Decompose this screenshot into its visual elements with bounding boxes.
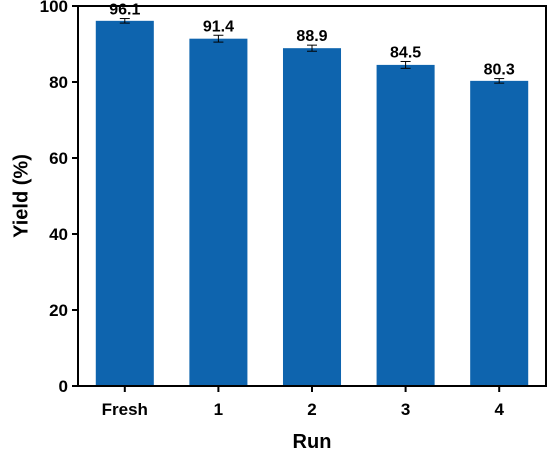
x-tick-label: 4 [494, 400, 504, 419]
bar [189, 38, 248, 387]
data-label: 88.9 [296, 28, 327, 45]
y-axis-title: Yield (%) [10, 154, 32, 238]
data-label: 96.1 [109, 2, 140, 19]
x-axis-title: Run [293, 431, 332, 453]
x-axis-ticks: Fresh 1 2 3 4 [102, 386, 504, 419]
data-label: 91.4 [203, 18, 234, 35]
data-label: 80.3 [484, 62, 515, 79]
x-tick-label: 3 [401, 400, 410, 419]
data-label: 84.5 [390, 44, 421, 61]
bar [282, 48, 342, 387]
error-bars-layer [119, 18, 505, 84]
bar [95, 20, 154, 386]
bar [470, 80, 529, 387]
y-tick-label: 60 [49, 149, 68, 168]
y-axis-ticks: 0 20 40 60 80 100 [40, 0, 78, 396]
x-tick-label: 2 [307, 400, 316, 419]
bar [376, 64, 435, 387]
y-tick-label: 20 [49, 301, 68, 320]
y-tick-label: 80 [49, 73, 68, 92]
y-tick-label: 40 [49, 225, 68, 244]
x-tick-label: 1 [214, 400, 223, 419]
y-tick-label: 100 [40, 0, 68, 16]
x-tick-label: Fresh [102, 400, 148, 419]
y-tick-label: 0 [59, 377, 68, 396]
bars-layer [95, 20, 529, 387]
data-labels-layer: 96.1 91.4 88.9 84.5 80.3 [109, 2, 515, 79]
